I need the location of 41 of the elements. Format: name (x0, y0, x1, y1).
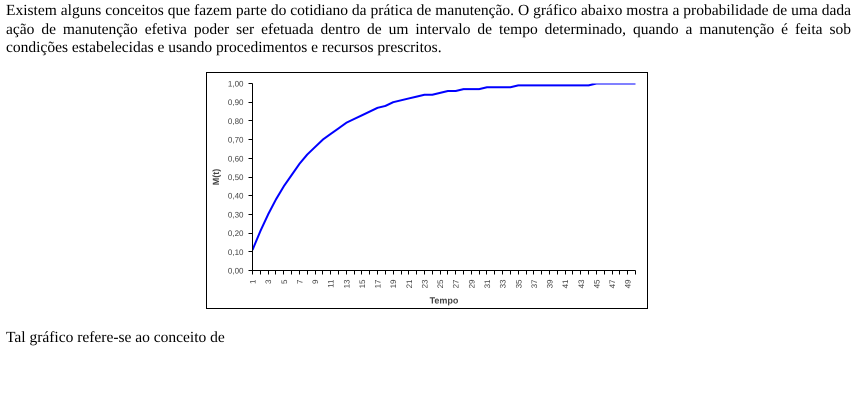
x-tick-label: 1 (248, 278, 258, 284)
x-tick-label: 15 (358, 278, 367, 288)
text: Tal gráfico refere-se ao conceito de (6, 328, 225, 348)
x-tick-label: 31 (482, 278, 492, 288)
x-tick-label: 35 (514, 278, 524, 288)
x-tick-label: 49 (624, 278, 633, 288)
x-tick-label: 47 (608, 278, 618, 288)
y-axis-title: M(t) (210, 168, 221, 186)
x-tick-label: 5 (280, 278, 289, 284)
text: Existem alguns conceitos que fazem parte do cotidiano da prática de manutenção. O gráfico abaixo mostra a probabilidade de uma dada ação de manutenção efetiva poder ser efetuada dentro de um intervalo de tempo determinado, quando a manutenção é feita sob condições estabelecidas e usando procedimentos e recursos prescritos. (6, 2, 851, 58)
x-axis-title: Tempo (430, 295, 459, 306)
x-tick-label: 39 (546, 278, 555, 288)
line-series (252, 83, 636, 251)
x-tick-label: 45 (592, 278, 602, 288)
y-tick-label: 0,60 (228, 154, 244, 164)
x-tick-label: 37 (530, 278, 539, 288)
y-tick-label: 0,20 (228, 228, 244, 238)
x-tick-label: 27 (452, 278, 461, 288)
y-tick-label: 0,10 (228, 248, 244, 257)
y-tick-label: 0,30 (228, 210, 244, 220)
y-tick-label: 0,40 (228, 191, 244, 200)
x-tick-label: 23 (420, 278, 430, 288)
y-tick-label: 0,70 (228, 135, 244, 144)
x-tick-label: 3 (264, 278, 274, 284)
x-tick-label: 41 (561, 278, 570, 288)
y-tick-label: 0,00 (228, 266, 244, 276)
x-tick-label: 7 (295, 278, 304, 284)
y-tick-label: 0,50 (228, 172, 244, 182)
x-tick-label: 13 (342, 278, 352, 288)
x-tick-label: 9 (311, 278, 320, 284)
y-tick-label: 0,90 (228, 98, 244, 107)
y-tick-label: 0,80 (228, 116, 244, 126)
x-tick-label: 25 (436, 278, 446, 288)
x-tick-label: 19 (389, 278, 398, 288)
x-tick-label: 33 (498, 278, 508, 288)
x-tick-label: 17 (374, 278, 383, 288)
y-tick-label: 1,00 (228, 79, 244, 88)
x-tick-label: 29 (467, 278, 476, 288)
x-tick-label: 43 (576, 278, 586, 288)
x-tick-label: 21 (404, 278, 414, 288)
x-tick-label: 11 (326, 278, 336, 288)
